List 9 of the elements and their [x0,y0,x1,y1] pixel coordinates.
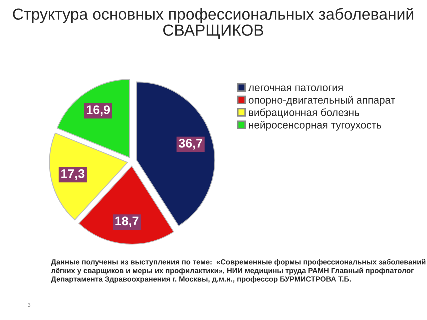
data-label: 36,7 [178,139,202,150]
data-label: 18,7 [116,216,139,228]
legend-label: вибрационная болезнь [249,108,360,118]
chart-title: Структура основных профессиональных заболеваний СВАРЩИКОВ [13,8,414,40]
legend-label: нейросенсорная тугоухость [249,121,382,131]
data-label: 17,3 [62,169,85,180]
legend-label: легочная патология [248,86,343,92]
legend-label: опорно-двигательный аппарат [248,96,396,106]
data-label: 16,9 [86,106,110,116]
